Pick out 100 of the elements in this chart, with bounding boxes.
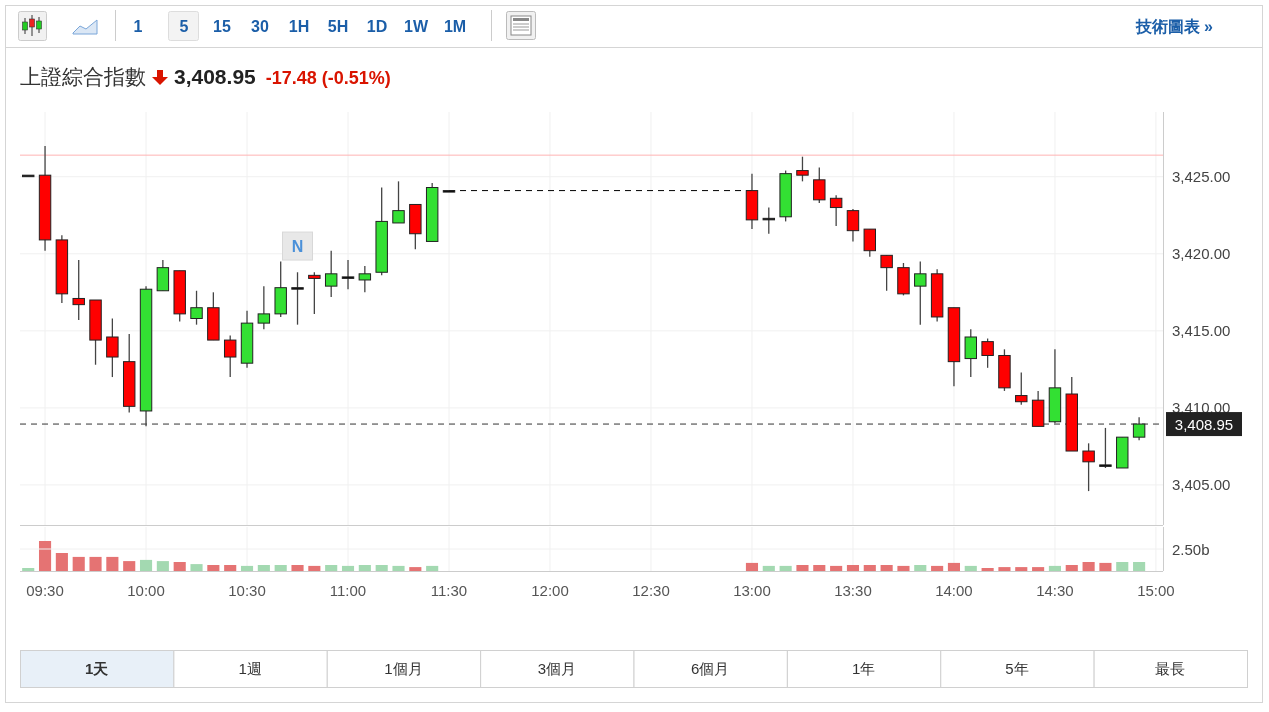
bar — [897, 565, 910, 571]
candlestick — [392, 180, 405, 224]
x-tick-label: 14:00 — [935, 582, 973, 599]
x-tick-label: 09:30 — [26, 582, 64, 599]
bar — [981, 568, 994, 571]
bar — [240, 565, 254, 571]
text: 6個月 — [691, 660, 730, 677]
bar — [1099, 562, 1112, 571]
x-tick-label: 13:00 — [733, 582, 771, 599]
bar — [274, 565, 287, 571]
bar — [38, 541, 52, 571]
bar — [745, 562, 759, 571]
bar — [796, 565, 809, 571]
candlestick — [1099, 427, 1112, 469]
bar — [1015, 567, 1028, 571]
x-tick-label: 11:30 — [430, 582, 468, 599]
candlestick — [257, 285, 271, 330]
candlestick — [72, 259, 85, 321]
y-tick-label: 3,425.00 — [1172, 167, 1231, 185]
bar — [1116, 562, 1129, 571]
bar — [392, 565, 405, 571]
candlestick — [813, 166, 826, 204]
text: -17.48 (-0.51%) — [265, 68, 391, 88]
candlestick — [1015, 371, 1028, 406]
candlestick — [324, 250, 338, 298]
candlestick — [796, 156, 809, 182]
bar — [947, 562, 961, 571]
bar — [341, 565, 355, 571]
text: 3個月 — [537, 660, 576, 677]
candlestick — [981, 337, 994, 369]
bar — [72, 556, 85, 571]
x-tick-label: 15:00 — [1137, 582, 1175, 599]
bar — [1048, 565, 1061, 571]
candlestick — [190, 290, 203, 326]
bar — [779, 565, 792, 571]
bar — [55, 553, 68, 571]
bar — [224, 565, 237, 571]
x-tick-label: 13:30 — [834, 582, 872, 599]
text: 1年 — [851, 660, 876, 677]
x-tick-label: 10:30 — [228, 582, 266, 599]
candlestick — [291, 271, 304, 326]
bar — [762, 565, 775, 571]
text: 5年 — [1005, 660, 1029, 677]
x-tick-label: 12:00 — [531, 582, 569, 599]
bar — [1082, 562, 1095, 571]
candlestick — [156, 259, 170, 292]
bar — [863, 565, 876, 571]
bar — [964, 565, 977, 571]
bar — [123, 561, 136, 571]
bar — [257, 565, 270, 571]
bar — [998, 567, 1011, 571]
bar — [358, 565, 371, 571]
bar — [190, 564, 203, 571]
bar — [291, 565, 304, 571]
bar — [139, 559, 153, 571]
bar — [880, 565, 893, 571]
text: 技術圖表 » — [1134, 18, 1214, 35]
bar — [1133, 562, 1146, 571]
bar — [375, 565, 388, 571]
x-tick-label: 12:30 — [632, 582, 670, 599]
candlestick — [846, 208, 860, 243]
candlestick — [106, 317, 119, 378]
bar — [1065, 565, 1078, 571]
candlestick — [223, 334, 237, 378]
candlestick — [964, 328, 977, 378]
bar — [325, 565, 338, 571]
bar — [1032, 567, 1045, 571]
candlestick — [308, 271, 321, 315]
bar — [409, 567, 422, 571]
bar — [931, 565, 944, 571]
text: 2.50b — [1172, 541, 1210, 558]
bar — [106, 556, 119, 571]
candlestick — [863, 228, 877, 258]
text: 1個月 — [384, 660, 423, 677]
x-tick-label: 10:00 — [127, 582, 165, 599]
bar — [308, 565, 321, 571]
chart-title: 上證綜合指數 — [20, 65, 146, 88]
candlestick — [341, 259, 355, 290]
bar — [426, 565, 439, 571]
y-tick-label: 3,410.00 — [1172, 398, 1231, 416]
chart-subtitle: 3,408.95 — [174, 65, 257, 88]
x-tick-label: 11:00 — [329, 582, 367, 599]
bar — [914, 565, 927, 571]
y-tick-label: 3,405.00 — [1172, 475, 1231, 493]
candlestick — [1132, 416, 1146, 441]
y-tick-label: 3,415.00 — [1172, 321, 1231, 339]
y-tick-label: 3,420.00 — [1172, 244, 1231, 262]
bar — [846, 565, 860, 571]
text: 1天 — [85, 660, 110, 677]
candlestick — [914, 260, 927, 326]
ref-line-label: 3,408.95 — [1174, 416, 1234, 434]
bar — [156, 561, 169, 571]
candlestick — [1082, 442, 1095, 492]
candlestick — [358, 265, 372, 293]
candlestick — [880, 254, 893, 292]
bar — [89, 556, 102, 571]
bar — [207, 565, 220, 571]
text: 最長 — [1155, 660, 1186, 677]
bar — [813, 565, 826, 571]
bar — [22, 568, 35, 571]
